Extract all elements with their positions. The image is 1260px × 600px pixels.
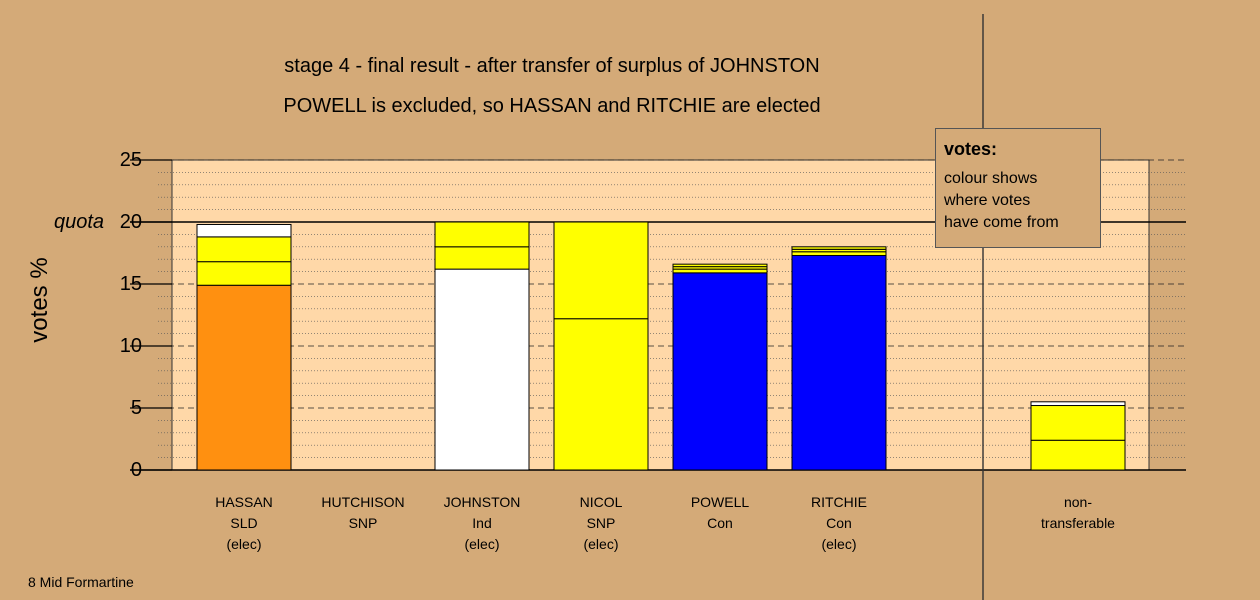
candidate-name: JOHNSTON: [443, 494, 521, 510]
bar-segment: [553, 318, 649, 471]
bar-segment: [196, 236, 292, 263]
y-axis-label: votes %: [26, 257, 53, 343]
candidate-label: HASSAN SLD (elec): [179, 492, 309, 555]
bar-segment: [672, 263, 768, 268]
quota-label: quota: [54, 211, 105, 233]
bar-segment: [1030, 439, 1126, 471]
y-tick-label: 25: [119, 149, 142, 171]
legend-line: colour shows: [944, 170, 1038, 187]
bar-segment: [434, 246, 530, 270]
candidate-party: Ind: [472, 515, 492, 531]
bar-segment: [553, 221, 649, 320]
candidate-name: POWELL: [690, 494, 750, 510]
bar-segment: [672, 272, 768, 471]
y-tick-label: 10: [119, 335, 142, 357]
candidate-label: HUTCHISON SNP: [298, 492, 428, 534]
candidate-label: RITCHIE Con (elec): [774, 492, 904, 555]
bar-segment: [196, 284, 292, 471]
candidate-status: (elec): [464, 536, 500, 552]
candidate-label: non-transferable: [1013, 492, 1143, 534]
bar-segment: [791, 254, 887, 471]
candidate-name: HASSAN: [215, 494, 273, 510]
candidate-party: SNP: [586, 515, 616, 531]
bar-segment: [196, 223, 292, 238]
y-tick-label: 15: [119, 273, 142, 295]
chart-subtitle: POWELL is excluded, so HASSAN and RITCHI…: [283, 95, 821, 117]
bar-segment: [791, 251, 887, 256]
candidate-party: transferable: [1041, 515, 1115, 531]
legend-line: have come from: [944, 214, 1059, 231]
constituency-label: 8 Mid Formartine: [28, 574, 134, 590]
candidate-name: HUTCHISON: [321, 494, 405, 510]
candidate-party: SLD: [230, 515, 258, 531]
candidate-status: (elec): [583, 536, 619, 552]
candidate-party: Con: [826, 515, 852, 531]
candidate-label: NICOL SNP (elec): [536, 492, 666, 555]
candidate-name: non-: [1063, 494, 1093, 510]
y-tick-label: 5: [130, 397, 142, 419]
candidate-name: RITCHIE: [811, 494, 867, 510]
bar-segment: [434, 221, 530, 248]
candidate-label: POWELL Con: [655, 492, 785, 534]
candidate-party: Con: [707, 515, 733, 531]
legend: votes: colour shows where votes have com…: [935, 128, 1101, 248]
candidate-label: JOHNSTON Ind (elec): [417, 492, 547, 555]
legend-line: where votes: [944, 192, 1031, 209]
bar-segment: [196, 261, 292, 286]
candidate-party: SNP: [348, 515, 378, 531]
candidate-name: NICOL: [579, 494, 623, 510]
bar-segment: [1030, 405, 1126, 441]
y-tick-label: 0: [130, 459, 142, 481]
chart-title: stage 4 - final result - after transfer …: [284, 55, 820, 77]
candidate-status: (elec): [821, 536, 857, 552]
candidate-status: (elec): [226, 536, 262, 552]
bar-segment: [791, 246, 887, 250]
bar-segment: [672, 268, 768, 274]
y-tick-label: 20: [119, 211, 142, 233]
bar-segment: [1030, 401, 1126, 407]
bar-segment: [434, 268, 530, 471]
legend-title: votes:: [944, 139, 998, 159]
